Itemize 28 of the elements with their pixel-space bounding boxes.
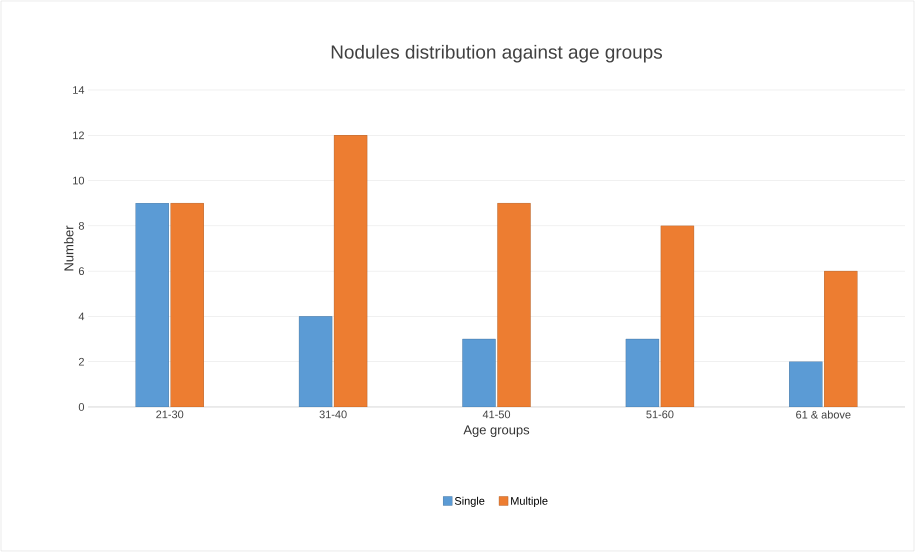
y-axis-title: Number [64,226,74,270]
y-tick-label: 8 [78,222,84,230]
y-tick-label: 4 [78,312,84,320]
bar [660,226,694,407]
x-tick-label: 51-60 [646,410,674,418]
x-tick-label: 21-30 [156,410,184,418]
y-tick-label: 12 [73,131,84,140]
y-tick-label: 2 [78,358,84,366]
y-tick-label: 14 [73,86,84,94]
x-tick-label: 31-40 [320,410,347,418]
bar [334,135,368,407]
y-tick-label: 6 [78,267,84,276]
bar [170,203,204,407]
chart-title: Nodules distribution against age groups [332,44,662,62]
x-tick-label: 41-50 [482,410,510,418]
y-tick-label: 0 [78,403,84,411]
bar [136,203,169,407]
legend-label: Multiple [511,496,548,507]
bar [824,270,858,407]
bar [497,203,531,407]
x-tick-label: 61 & above [796,410,851,419]
y-tick-label: 10 [73,176,84,184]
x-axis-title: Age groups [463,425,530,437]
bar [626,338,660,407]
bar [298,316,332,407]
bar [789,362,823,407]
legend-label: Single [454,496,484,507]
bar [462,338,496,407]
